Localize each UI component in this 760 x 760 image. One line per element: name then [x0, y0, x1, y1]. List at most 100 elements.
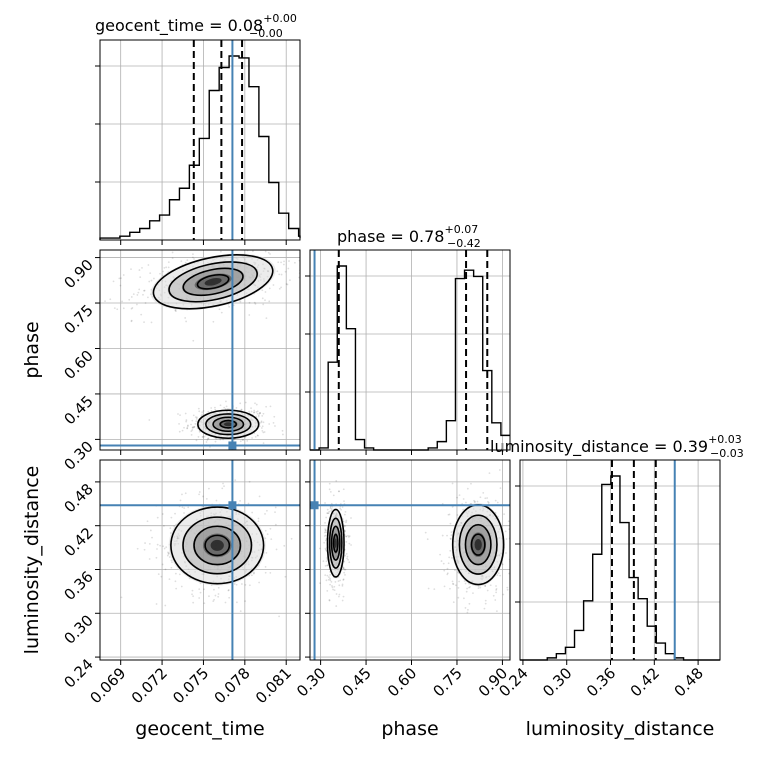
sample-point	[449, 549, 452, 552]
sample-point	[195, 418, 198, 420]
sample-point	[213, 588, 215, 591]
sample-point	[242, 438, 245, 441]
sample-point	[427, 587, 430, 590]
sample-point	[342, 488, 345, 491]
panel-frame	[99, 459, 301, 661]
sample-point	[448, 513, 451, 516]
sample-point	[344, 525, 347, 527]
sample-point	[244, 600, 247, 603]
sample-point	[239, 610, 242, 613]
sample-point	[486, 589, 489, 592]
sample-point	[326, 564, 329, 567]
sample-point	[219, 438, 222, 441]
sample-point	[288, 279, 291, 282]
contour-line	[470, 533, 486, 556]
tick-label-phase: 0.90	[60, 256, 96, 292]
sample-point	[234, 479, 237, 482]
sample-point	[280, 273, 283, 276]
sample-point	[283, 544, 286, 547]
sample-point	[250, 407, 252, 410]
sample-point	[164, 568, 167, 571]
title-luminosity-distance: luminosity_distance = 0.39+0.03	[490, 433, 742, 457]
sample-point	[345, 552, 348, 555]
sample-point	[240, 583, 243, 585]
sample-point	[181, 493, 183, 496]
sample-point	[112, 280, 115, 283]
sample-point	[284, 575, 287, 578]
sample-point	[345, 519, 348, 522]
sample-point	[208, 487, 210, 490]
sample-point	[484, 584, 487, 587]
sample-point	[255, 411, 258, 413]
sample-point	[192, 601, 195, 604]
sample-point	[344, 530, 346, 533]
sample-point	[130, 296, 133, 298]
sample-point	[324, 530, 327, 532]
sample-point	[155, 603, 158, 605]
sample-point	[239, 440, 242, 443]
sample-point	[239, 402, 242, 405]
sample-point	[264, 529, 267, 532]
sample-point	[325, 560, 328, 563]
sample-point	[160, 575, 163, 578]
sample-point	[183, 507, 186, 510]
sample-point	[253, 409, 256, 412]
sample-point	[259, 411, 262, 414]
sample-point	[484, 585, 487, 587]
sample-point	[184, 261, 187, 264]
sample-point	[348, 535, 351, 537]
sample-point	[327, 512, 330, 514]
sample-point	[261, 425, 264, 428]
sample-point	[339, 507, 342, 510]
sample-point	[169, 527, 172, 530]
sample-point	[214, 440, 217, 443]
sample-point	[265, 405, 268, 408]
xlabel-phase: phase	[381, 718, 438, 740]
sample-point	[168, 578, 171, 581]
sample-point	[192, 426, 195, 429]
sample-point	[328, 482, 331, 485]
sample-point	[516, 552, 518, 554]
truth-marker	[228, 441, 237, 450]
sample-point	[257, 434, 259, 437]
sample-point	[191, 426, 194, 429]
sample-point	[130, 320, 133, 323]
sample-point	[497, 572, 500, 575]
sample-point	[282, 433, 284, 436]
sample-point	[452, 583, 455, 586]
sample-point	[227, 408, 229, 410]
sample-point	[262, 303, 265, 306]
sample-point	[192, 256, 194, 259]
sample-point	[174, 580, 177, 583]
sample-point	[466, 611, 469, 614]
sample-point	[104, 300, 106, 303]
sample-point	[171, 251, 174, 254]
sample-point	[180, 260, 183, 263]
sample-point	[264, 513, 266, 515]
sample-point	[167, 551, 169, 554]
tick-label-phase: 0.75	[60, 301, 96, 337]
sample-point	[323, 535, 326, 537]
sample-point	[328, 510, 331, 513]
sample-point	[474, 500, 476, 503]
sample-point	[235, 583, 238, 586]
tick-label-luminosity-distance: 0.30	[60, 611, 96, 647]
sample-point	[193, 425, 196, 428]
contour-line	[182, 267, 244, 297]
sample-point	[323, 541, 326, 544]
sample-point	[328, 488, 331, 491]
sample-point	[198, 430, 201, 433]
sample-point	[90, 294, 92, 296]
tick-label-luminosity-distance: 0.48	[671, 664, 707, 700]
sample-point	[454, 569, 456, 572]
sample-point	[465, 501, 467, 504]
sample-point	[195, 420, 198, 422]
sample-point	[330, 580, 333, 583]
sample-point	[327, 578, 330, 581]
sample-point	[345, 540, 348, 543]
sample-point	[262, 412, 265, 415]
sample-point	[203, 588, 205, 591]
sample-point	[236, 601, 238, 604]
panel-hist-geocent-time	[95, 39, 301, 245]
sample-point	[507, 520, 510, 523]
